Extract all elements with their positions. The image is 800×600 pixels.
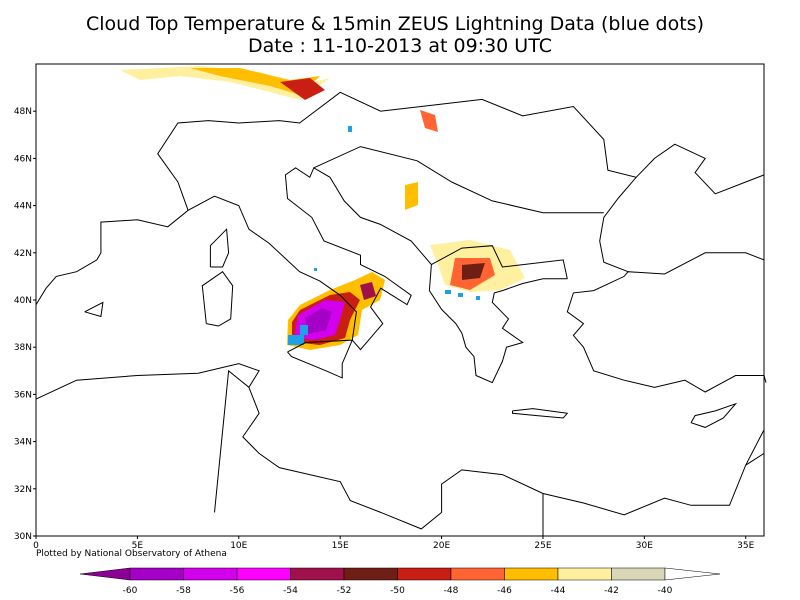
coastline: [512, 408, 569, 419]
x-tick-label: 30E: [636, 541, 653, 551]
y-tick-label: 30N: [14, 532, 32, 542]
cloud: [305, 308, 332, 334]
coastline: [214, 369, 250, 513]
y-tick-label: 34N: [14, 438, 32, 448]
y-tick-label: 36N: [14, 390, 32, 400]
coastlines: [35, 91, 767, 536]
credit: Plotted by National Observatory of Athen…: [36, 549, 227, 559]
lightning-dots: [288, 126, 480, 345]
colorbar-label: -58: [176, 586, 191, 596]
colorbar-box: [129, 567, 184, 581]
x-tick-label: 25E: [534, 541, 551, 551]
cloud: [120, 66, 330, 100]
colorbar-label: -54: [283, 586, 298, 596]
colorbar-label: -50: [390, 586, 405, 596]
cloud: [420, 110, 438, 132]
x-tick-label: 10E: [230, 541, 247, 551]
axes: 30N 32N 34N 36N 38N 40N 42N 44N 46N 48N 0 5E 10E 15E 2…: [14, 107, 755, 551]
colorbar-box: [290, 567, 345, 581]
coastline: [745, 452, 765, 466]
cloud: [190, 68, 320, 95]
colorbar: -60 -58 -56 -54 -52 -50 -48 -46 -44 -42 -40: [79, 567, 721, 596]
cloud: [405, 182, 418, 210]
colorbar-label: -44: [551, 586, 566, 596]
colorbar-box: [450, 567, 505, 581]
lightning: [314, 268, 317, 271]
colorbar-label: -56: [230, 586, 245, 596]
colorbar-label: -60: [123, 586, 138, 596]
colorbar-label: -40: [658, 586, 673, 596]
coastline: [763, 375, 767, 383]
colorbar-label: -48: [444, 586, 459, 596]
coastline: [599, 143, 765, 273]
coastline: [690, 402, 738, 428]
colorbar-box: [236, 567, 291, 581]
coastline: [35, 363, 765, 530]
lightning: [288, 335, 304, 345]
cloud: [280, 78, 325, 100]
x-tick-label: 5E: [132, 541, 144, 551]
coastline: [84, 301, 104, 318]
coastline: [209, 228, 230, 268]
coastline: [566, 252, 765, 393]
colorbar-label: -52: [337, 586, 352, 596]
x-tick-label: 35E: [737, 541, 754, 551]
x-tick-label: 0: [33, 541, 39, 551]
colorbar-box: [557, 567, 612, 581]
colorbar-box: [504, 567, 559, 581]
colorbar-box: [611, 567, 666, 581]
y-tick-label: 42N: [14, 249, 32, 259]
x-tick-label: 20E: [433, 541, 450, 551]
y-tick-label: 40N: [14, 296, 32, 306]
lightning: [348, 126, 352, 132]
coastline: [287, 339, 354, 379]
cloud: [360, 282, 376, 300]
colorbar-label: -46: [497, 586, 512, 596]
subtitle: Date : 11-10-2013 at 09:30 UTC: [248, 35, 552, 57]
colorbar-box: [397, 567, 452, 581]
x-tick-label: 15E: [332, 541, 349, 551]
coastline: [313, 146, 604, 214]
y-tick-label: 44N: [14, 202, 32, 212]
colorbar-box: [183, 567, 238, 581]
coastline: [201, 271, 234, 327]
colorbar-high: [664, 567, 721, 581]
y-tick-label: 46N: [14, 154, 32, 164]
y-tick-label: 48N: [14, 107, 32, 117]
colorbar-box: [343, 567, 398, 581]
coastline: [35, 167, 568, 384]
colorbar-label: -42: [604, 586, 619, 596]
colorbar-low: [79, 567, 131, 581]
y-tick-label: 38N: [14, 343, 32, 353]
lightning: [458, 293, 463, 297]
lightning: [476, 296, 480, 300]
coastline: [157, 91, 637, 211]
title: Cloud Top Temperature & 15min ZEUS Light…: [86, 13, 704, 35]
lightning: [445, 290, 451, 294]
lightning: [300, 325, 308, 335]
y-tick-label: 32N: [14, 485, 32, 495]
coastline: [431, 245, 568, 279]
cloud: [462, 263, 485, 280]
